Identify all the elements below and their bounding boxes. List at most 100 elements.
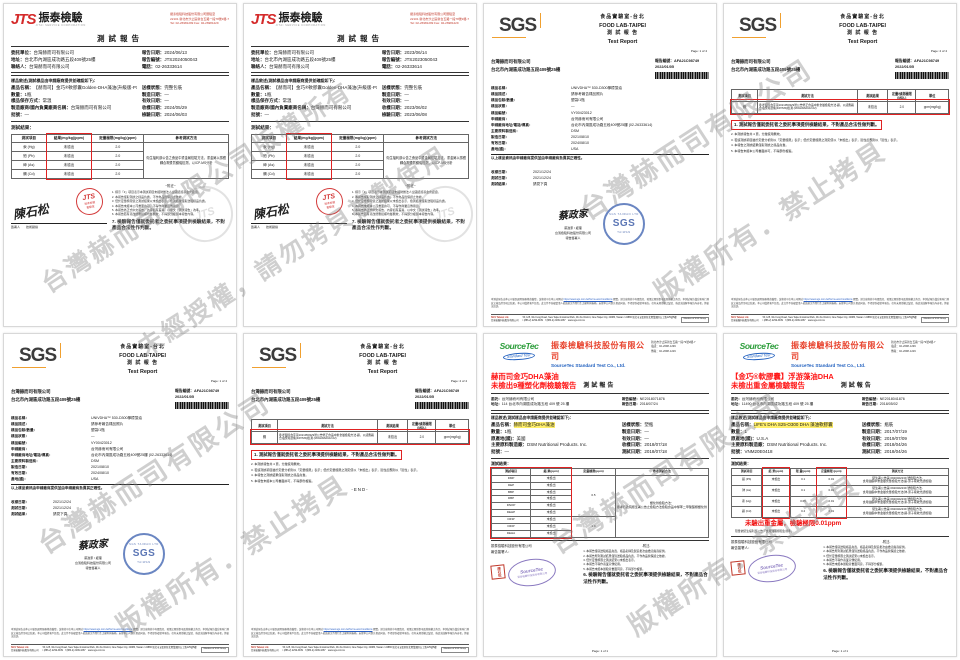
col-header: 定量極限(mg/kg)(ppm)	[91, 133, 145, 144]
page-number: Page: 1 of 4	[690, 49, 707, 53]
field-row: 產品名稱： 【赫而司】金巧®軟膠囊Golden-DHA藻油(升級版-PS)	[11, 85, 137, 91]
note-line: 5. 本報告未經本實驗室書面同意，不得部分複製。	[823, 562, 886, 567]
sgs-title-block: 食品實驗室-台北 FOOD LAB-TAIPEI 測 試 報 告 Test Re…	[119, 344, 167, 375]
field-row: 樣品包裝/數量： 塑袋/1瓶	[491, 98, 585, 103]
notes-zone: ~附註~ 1. 標示「#」項目表示本測試項目未經財團法人全國認證基金會認證。 2…	[111, 178, 236, 250]
field-row: 主要原料製造商： DSM	[11, 458, 99, 463]
field-row: 申請廠商： 台灣赫而司有限公司	[491, 116, 604, 121]
results-table-wrap: 測試項目 結果(mg/kg)(ppm) 定量極限(mg/kg)(ppm) 參考測試方法…	[251, 132, 469, 180]
field-row: 測試日期： 2018/04/26	[861, 449, 907, 455]
note-disclaimer-boxed: 1. 測試報告僅就委託者之委託事項提供檢驗結果，不對產品合法性做判斷。	[731, 119, 883, 131]
field-row: 製造日期： 2017/07/19	[861, 428, 907, 434]
note-line: 3. 低於定量極限值之測試結果以未檢出表示，檢測結果僅對送驗樣品負責。	[111, 199, 208, 204]
document-jts-report-2023: JTS 振泰檢驗 JITAI SERVICE CORPORATION 振泰檢驗科技…	[243, 3, 477, 327]
jts-logo-caption: JITAI SERVICE CORPORATION	[275, 24, 326, 28]
report-date: 2022/01/05	[895, 65, 915, 70]
field-label: 聯絡人：	[11, 63, 29, 69]
terms-fineprint: 本測試報告由本公司依照通用服務條款簽發，該條款可在本公司網站 https://w…	[731, 297, 949, 309]
field-label: 報告編號：	[141, 56, 165, 62]
page-number: Page: 1 of 4	[210, 379, 227, 383]
field-row: 批號： VNM20E0418	[731, 449, 773, 455]
field-row: 原產地(國)： U.S.A	[731, 435, 769, 441]
field-row: 申請廠商地址/電話/傳真： 台北市內湖區成功路五段409號25樓 (02-2633…	[11, 452, 173, 457]
field-value: 台灣赫而司有限公司	[70, 105, 112, 111]
sgs-title-block: 食品實驗室-台北 FOOD LAB-TAIPEI 測 試 報 告 Test Re…	[536, 14, 709, 46]
signature-zone: 陳石松 JTS 振泰檢驗 實驗室 簽署人 技術副總	[11, 184, 107, 232]
field-row: 報告編號： JTS2023050043	[381, 56, 438, 62]
member-of-sgs: Member of SGS Group	[680, 316, 709, 323]
jts-header: JTS 振泰檢驗 JITAI SERVICE CORPORATION 振泰檢驗科技…	[11, 10, 229, 31]
table-row: 鎘 (Cd) 未檢出 0.4 0.01 衛生署公告第 0920402239 號檢驗方法-…	[730, 506, 950, 518]
report-date: 2022/01/05	[175, 395, 195, 400]
field-row: 有效日期： —	[142, 98, 229, 104]
cell-5: SGS 食品實驗室-台北 FOOD LAB-TAIPEI 測 試 報 告 Tes…	[0, 330, 240, 660]
sgs-footer: SGS Taiwan Ltd. 台灣檢驗科技股份有限公司 5F, 125, Wu …	[251, 644, 469, 653]
report-title-cn: 測 試 報 告	[606, 30, 639, 37]
field-row: 電話： 02-26333614	[381, 63, 422, 69]
client-info-section: 委託： 台灣赫而司有限公司 地址： 114 台北市內湖區成功路五段 409 號 25…	[491, 393, 709, 411]
field-row: 數量： 1瓶	[11, 92, 137, 98]
company-name-en: SourceTec Standard Test Co., Ltd.	[791, 362, 866, 368]
field-row: 地址： 11490 台北市內湖區成功路五段 409 號 25 樓	[731, 402, 814, 407]
field-row: 收樣日期： 2021/12/24	[11, 499, 71, 504]
col-header: 參考測試方法	[143, 133, 229, 144]
sgs-logo: SGS	[11, 343, 62, 369]
document-sourcetec-plasticizer: SourceTec Standard Test 振泰檢驗科技股份有限公司 Sou…	[483, 333, 717, 657]
field-label: 地址：	[11, 56, 25, 62]
company-name-en: SourceTec Standard Test Co., Ltd.	[551, 362, 626, 368]
sgs-logo: SGS	[251, 343, 302, 369]
sgs-header: SGS 食品實驗室-台北 FOOD LAB-TAIPEI 測 試 報 告 Tes…	[491, 13, 709, 53]
note-disclaimer: 6. 檢驗報告僅就委託者之委託事項提供檢驗結果，不對產品合法性作判斷。	[583, 572, 708, 585]
sample-note: 樣品敘述(測試樣品由申請廠商提供並確認如下)：	[251, 78, 338, 84]
field-row: 產地(國)： USA	[11, 476, 99, 481]
field-row: 收樣日期： 2021/12/24	[491, 169, 551, 174]
field-row: 聯絡人： 台灣赫而司有限公司	[11, 64, 137, 70]
report-title: 測試報告	[337, 33, 383, 43]
sample-fields: 樣品名稱： UNIVDHA™ 530-D300檸檬藻油 樣品描述： 請參考報告樣品照…	[11, 416, 229, 481]
terms-fineprint: 本測試報告由本公司依照通用服務條款簽發，該條款可在本公司網站 https://w…	[11, 627, 229, 639]
field-row: 委託單位： 台灣赫而司有限公司	[11, 50, 137, 56]
lab-contact-block: 振泰檢驗科技股份有限公司實驗室 22101 新北市汐止區新台五路一段79號2樓-…	[170, 12, 229, 26]
notes-zone: 1. 測試報告僅就委託者之委託事項提供檢驗結果，不對產品合法性做判斷。 2. 本…	[251, 449, 469, 494]
note-line: 2. 本報告僅對測試之樣品負責，不作為品質保證之依據。	[111, 194, 185, 199]
table-row: 砷 (As) 未檢出 0.1 0.01 衛生署公告第 0920402239 號檢驗方法-…	[730, 485, 950, 497]
field-row: 產地(國)： USA	[491, 146, 579, 151]
sgs-logo: SGS	[491, 13, 542, 39]
method-cell: 參考衛授食字第1021950329號公告修正食品中重金屬檢驗方法-鎘，以感應耦合…	[757, 101, 858, 114]
end-marker: -END-	[351, 487, 369, 493]
client-name: 台灣赫而司有限公司	[731, 59, 771, 65]
note-line: 5. 本報告未經本公司書面許可，不得部份複製。	[251, 478, 315, 483]
field-row: 委託單位： 台灣赫而司有限公司	[251, 49, 314, 55]
signature-and-notes: 陳石松 JTS 振泰檢驗 實驗室 簽署人 技術副總 ~附註~ 1. 標示「#」項…	[11, 178, 236, 250]
lab-phone: Tel: 02-26981299 Fax: 02-26981229	[410, 21, 459, 26]
field-label: 電話：	[141, 63, 156, 69]
field-row: 產品名稱： 【赫而司】金巧®軟膠囊Golden-DHA藻油(升級版-PS)	[251, 84, 378, 90]
note-line: 2. 本報告所列測試結果僅對送驗樣品負責，不作為品質保證之依據。	[823, 549, 908, 554]
field-row: 產品名稱： LIFE's DHA S25-O300 DHA 藻油軟膠囊	[731, 421, 833, 429]
footer-web: www.sgs.com.tw	[567, 319, 585, 322]
note-line: 4. 本報告不得作商業宣傳使用。	[823, 558, 863, 563]
barcode	[895, 72, 949, 80]
lab-contact-block: 振泰檢驗科技股份有限公司實驗室 22101 新北市汐止區新台五路一段79號2樓-…	[410, 12, 469, 26]
field-value: JTS2024050043	[164, 56, 198, 62]
results-table: 測試項目結 果(ppm) 限 量(ppm) 定量極限 (ppm) 測試方法 鉛 (Pb…	[730, 467, 950, 518]
client-address: 台北市內湖區成功路五段409號25樓	[491, 67, 561, 73]
field-value: —	[164, 91, 169, 97]
results-table: 測試項目結 果(ppm) 定量極限(ppm) 參考測試方法 DMP 未檢出 0.5 塑化劑…	[490, 467, 710, 538]
report-date: 2022/01/05	[655, 65, 675, 70]
notes-zone: -附註- 1. 本報告僅就送驗樣品負責，樣品名稱及製造批次由委託廠商提供。 2.…	[583, 544, 709, 586]
document-sgs-report-page1-b: SGS 食品實驗室-台北 FOOD LAB-TAIPEI 測 試 報 告 Tes…	[3, 333, 237, 657]
results-table-wrap: 測試項目結 果(ppm) 定量極限(ppm) 參考測試方法 DMP 未檢出 0.5 塑化劑…	[490, 466, 710, 539]
field-row: 報告日期： 2023/06/14	[381, 49, 427, 55]
lab-name-cn: 食品實驗室-台北	[600, 14, 645, 20]
results-table: 測試項目 測試方法 測試結果 定量/偵測極限(MDL) 單位 鎘參考衛授食字第10219…	[250, 419, 469, 444]
note-line: 4. 本報告未經本公司書面許可，不得作商業宣傳用途。	[351, 203, 422, 208]
field-label: 製造日期：	[141, 91, 165, 97]
document-sgs-report-page2: SGS 食品實驗室-台北 FOOD LAB-TAIPEI 測 試 報 告 Tes…	[723, 3, 957, 327]
no-heavy-metal-callout: 未驗出重金屬，檢驗極限0.01ppm	[745, 519, 842, 527]
lab-name: 振泰檢驗科技股份有限公司實驗室	[410, 12, 456, 16]
report-no: AFA21C98749	[433, 389, 460, 394]
footer-tel: t (886-2) 2299-3939	[522, 319, 543, 322]
client-block: 台灣赫而司有限公司 台北市內湖區成功路五段409號25樓 報告編號：AFA21C…	[491, 58, 709, 80]
